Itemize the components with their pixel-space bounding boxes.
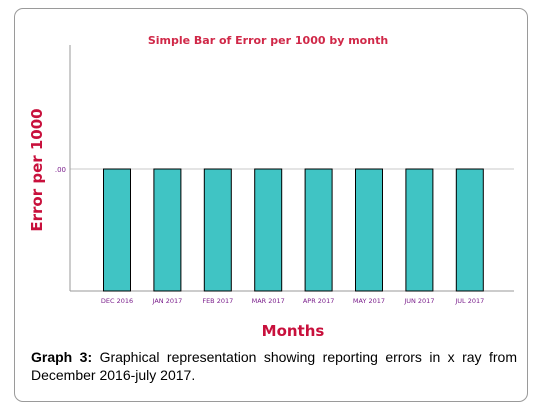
x-tick-label: DEC 2016 [101,297,133,305]
y-tick-label: .00 [55,166,66,174]
bar-feb-2017 [203,168,232,292]
bars-group [103,168,484,292]
bar-chart: Simple Bar of Error per 1000 by month Er… [28,34,514,340]
y-axis-label: Error per 1000 [28,108,46,231]
chart-title: Simple Bar of Error per 1000 by month [148,34,388,47]
bar-mar-2017 [254,168,283,292]
figure-caption: Graph 3: Graphical representation showin… [31,348,517,384]
x-axis-label: Months [262,322,325,340]
x-tick-label: MAY 2017 [353,297,385,305]
caption-label: Graph 3: [31,349,93,365]
x-tick-label: JUL 2017 [454,297,484,305]
x-tick-label: FEB 2017 [202,297,233,305]
x-tick-label: MAR 2017 [252,297,285,305]
bar-may-2017 [355,168,383,292]
x-tick-label: APR 2017 [303,297,335,305]
x-tick-labels-group: DEC 2016 JAN 2017 FEB 2017 MAR 2017 APR 2017… [101,297,484,305]
bar-apr-2017 [304,168,333,292]
x-tick-label: JAN 2017 [152,297,183,305]
bar-jul-2017 [455,168,484,292]
bar-jan-2017 [153,168,182,292]
bar-jun-2017 [405,168,434,292]
bar-dec-2016 [103,168,131,292]
caption-text: Graphical representation showing reporti… [31,349,517,383]
x-tick-label: JUN 2017 [403,297,434,305]
